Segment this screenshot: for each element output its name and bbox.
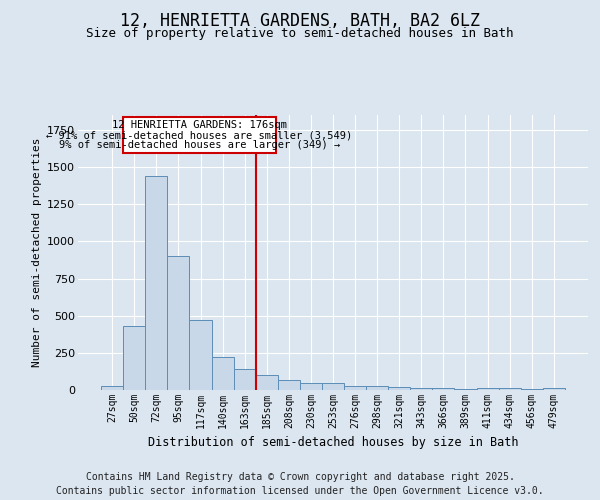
Bar bbox=[322, 384, 344, 390]
Text: 12 HENRIETTA GARDENS: 176sqm: 12 HENRIETTA GARDENS: 176sqm bbox=[112, 120, 287, 130]
Bar bbox=[454, 388, 476, 390]
Bar bbox=[499, 388, 521, 390]
Text: Size of property relative to semi-detached houses in Bath: Size of property relative to semi-detach… bbox=[86, 28, 514, 40]
Bar bbox=[256, 375, 278, 390]
Bar bbox=[101, 386, 123, 390]
Bar bbox=[433, 388, 454, 390]
Bar bbox=[388, 387, 410, 390]
Text: ← 91% of semi-detached houses are smaller (3,549): ← 91% of semi-detached houses are smalle… bbox=[46, 130, 353, 140]
Bar bbox=[212, 356, 233, 390]
Bar bbox=[167, 256, 190, 390]
Text: 9% of semi-detached houses are larger (349) →: 9% of semi-detached houses are larger (3… bbox=[59, 140, 340, 150]
Text: Distribution of semi-detached houses by size in Bath: Distribution of semi-detached houses by … bbox=[148, 436, 518, 449]
Text: 12, HENRIETTA GARDENS, BATH, BA2 6LZ: 12, HENRIETTA GARDENS, BATH, BA2 6LZ bbox=[120, 12, 480, 30]
Bar bbox=[543, 388, 565, 390]
Bar bbox=[145, 176, 167, 390]
Bar bbox=[476, 388, 499, 390]
Bar bbox=[233, 369, 256, 390]
Bar bbox=[300, 382, 322, 390]
Text: Contains HM Land Registry data © Crown copyright and database right 2025.: Contains HM Land Registry data © Crown c… bbox=[86, 472, 514, 482]
Bar bbox=[123, 117, 275, 153]
Bar bbox=[278, 380, 300, 390]
Bar bbox=[190, 320, 212, 390]
Y-axis label: Number of semi-detached properties: Number of semi-detached properties bbox=[32, 138, 41, 367]
Bar bbox=[366, 386, 388, 390]
Bar bbox=[344, 386, 366, 390]
Bar bbox=[410, 388, 433, 390]
Bar bbox=[123, 326, 145, 390]
Text: Contains public sector information licensed under the Open Government Licence v3: Contains public sector information licen… bbox=[56, 486, 544, 496]
Bar bbox=[521, 388, 543, 390]
